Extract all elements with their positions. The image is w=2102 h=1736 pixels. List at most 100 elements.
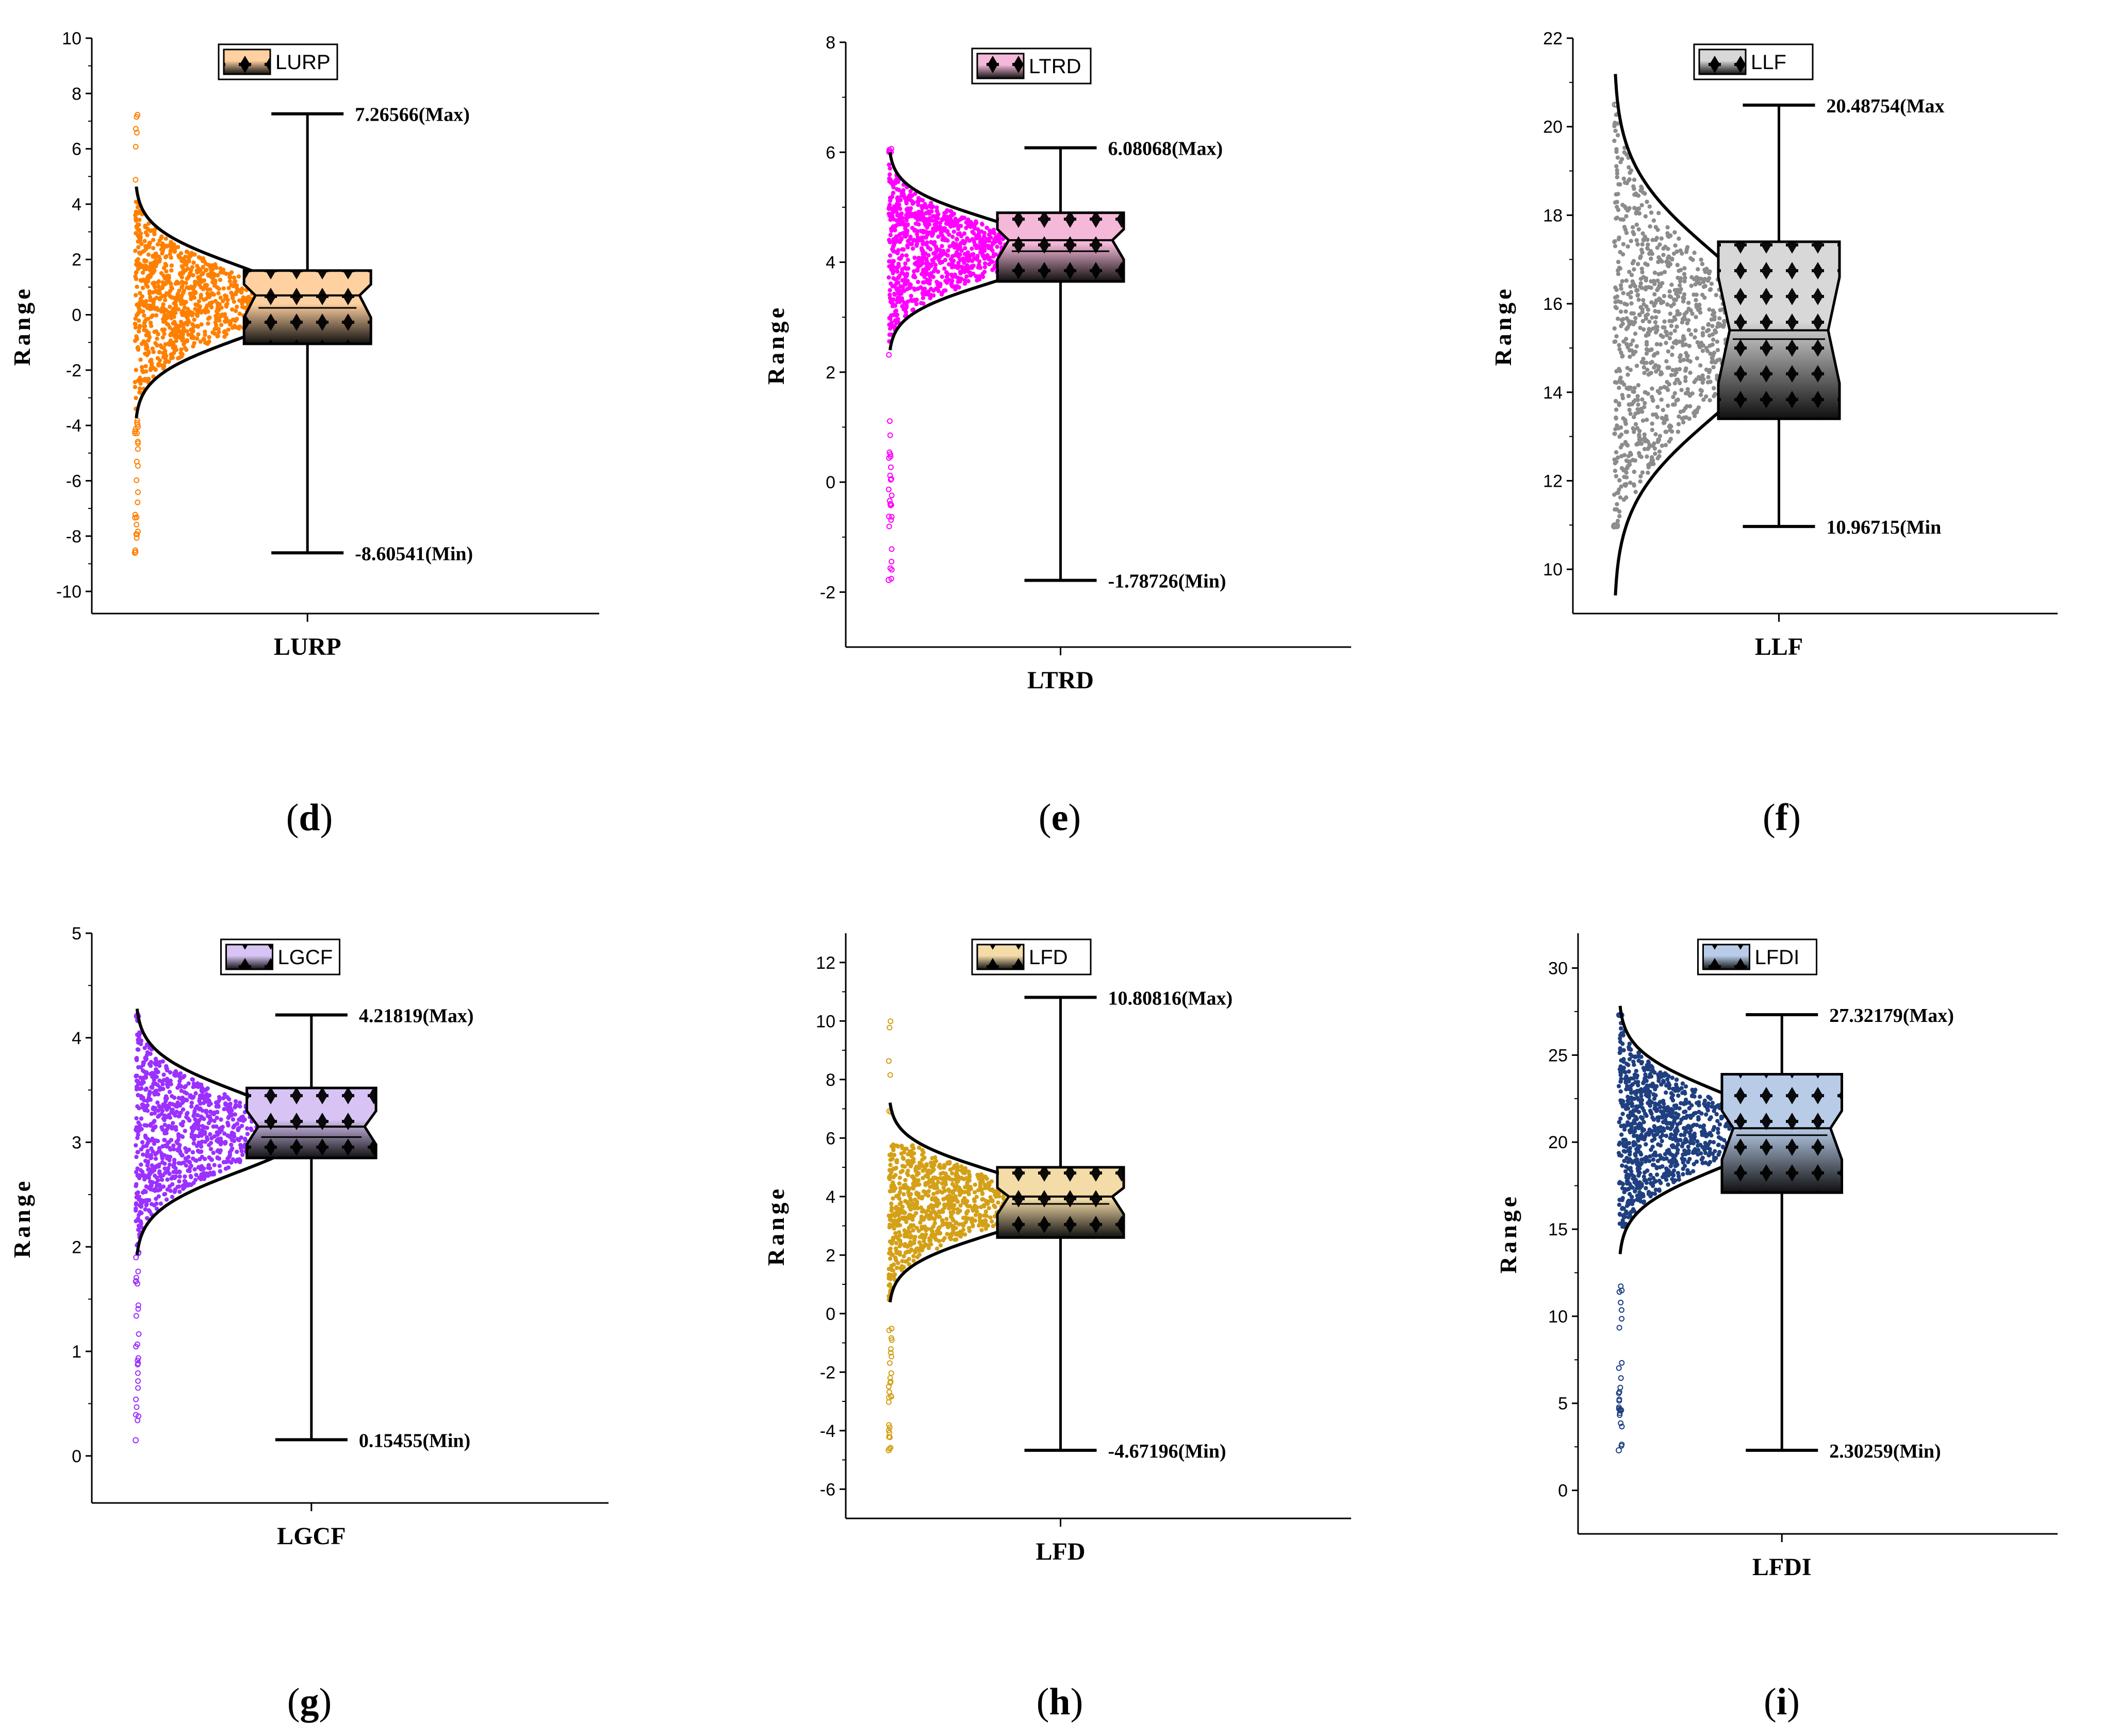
scatter-point: [1640, 270, 1645, 275]
scatter-point: [1627, 407, 1632, 412]
scatter-point: [901, 247, 906, 252]
scatter-point: [898, 284, 903, 289]
scatter-point: [958, 271, 963, 276]
scatter-point: [898, 1238, 902, 1243]
scatter-point: [148, 297, 153, 303]
scatter-point: [1644, 278, 1648, 283]
scatter-point: [1676, 275, 1680, 280]
outlier-point: [135, 1370, 141, 1376]
scatter-point: [1683, 378, 1688, 383]
scatter-point: [989, 244, 994, 249]
scatter-point: [958, 217, 963, 222]
scatter-point: [1644, 351, 1649, 356]
scatter-point: [213, 320, 218, 325]
scatter-point: [183, 1129, 187, 1133]
scatter-point: [1706, 375, 1711, 379]
scatter-point: [159, 1112, 164, 1116]
scatter-point: [1648, 224, 1652, 229]
scatter-point: [180, 1107, 186, 1112]
scatter-point: [1615, 175, 1619, 179]
scatter-point: [889, 1250, 893, 1255]
scatter-point: [240, 1114, 245, 1119]
scatter-point: [1672, 381, 1677, 386]
scatter-point: [1622, 453, 1627, 457]
scatter-point: [1633, 332, 1638, 336]
scatter-point: [192, 295, 197, 300]
scatter-point: [237, 1117, 241, 1122]
scatter-point: [932, 1217, 937, 1221]
scatter-point: [1629, 290, 1633, 294]
scatter-point: [941, 1238, 946, 1243]
outlier-point: [133, 1396, 139, 1402]
scatter-point: [1700, 380, 1705, 385]
scatter-point: [214, 313, 218, 318]
scatter-point: [204, 268, 209, 272]
scatter-point: [1668, 311, 1672, 316]
scatter-point: [241, 305, 246, 310]
scatter-point: [891, 209, 896, 214]
scatter-point: [186, 332, 191, 337]
scatter-point: [1629, 239, 1633, 243]
scatter-point: [950, 274, 955, 279]
scatter-point: [1680, 339, 1685, 344]
scatter-point: [240, 286, 244, 291]
scatter-point: [150, 363, 154, 368]
scatter-point: [1646, 447, 1650, 451]
scatter-point: [1640, 242, 1645, 247]
scatter-point: [195, 303, 200, 308]
scatter-point: [1646, 391, 1650, 396]
scatter-point: [893, 1172, 898, 1178]
scatter-point: [980, 1191, 985, 1196]
scatter-point: [1677, 367, 1682, 372]
scatter-point: [179, 264, 184, 269]
scatter-point: [1689, 284, 1694, 288]
scatter-point: [945, 208, 949, 213]
scatter-point: [167, 1123, 171, 1129]
scatter-point: [199, 322, 204, 327]
scatter-point: [937, 1238, 942, 1244]
scatter-point: [962, 231, 967, 236]
scatter-point: [231, 1125, 236, 1130]
scatter-point: [1617, 509, 1622, 514]
scatter-point: [891, 1196, 895, 1201]
scatter-point: [1623, 483, 1628, 488]
scatter-point: [1673, 339, 1679, 343]
scatter-point: [165, 1077, 170, 1081]
scatter-point: [913, 1197, 917, 1202]
scatter-point: [186, 1116, 190, 1121]
scatter-point: [1646, 465, 1651, 470]
outlier-point: [888, 1018, 894, 1024]
scatter-point: [1001, 1195, 1006, 1199]
scatter-point: [1635, 242, 1640, 247]
y-tick-label: 16: [1543, 294, 1563, 314]
scatter-point: [163, 1099, 168, 1103]
scatter-point: [1617, 367, 1621, 371]
scatter-point: [180, 329, 185, 334]
scatter-point: [962, 260, 966, 265]
scatter-point: [1676, 429, 1681, 434]
scatter-point: [1647, 442, 1652, 448]
scatter-point: [226, 286, 231, 290]
scatter-point: [907, 1226, 911, 1230]
scatter-point: [156, 1070, 160, 1074]
scatter-point: [1632, 267, 1636, 272]
scatter-point: [1678, 279, 1683, 284]
scatter-point: [239, 1146, 243, 1150]
scatter-point: [1634, 344, 1639, 349]
scatter-point: [910, 242, 914, 246]
scatter-point: [147, 291, 152, 296]
scatter-point: [932, 1221, 938, 1226]
scatter-point: [134, 368, 138, 372]
scatter-point: [932, 256, 937, 260]
outlier-point: [135, 528, 141, 535]
scatter-point: [928, 278, 932, 283]
scatter-point: [213, 264, 218, 269]
scatter-point: [992, 1203, 996, 1208]
legend-swatch-pattern: [226, 945, 273, 969]
scatter-point: [906, 214, 911, 219]
scatter-point: [1657, 434, 1663, 438]
scatter-point: [143, 1075, 149, 1080]
scatter-point: [148, 228, 153, 234]
scatter-point: [136, 1037, 140, 1043]
scatter-point: [910, 308, 915, 312]
